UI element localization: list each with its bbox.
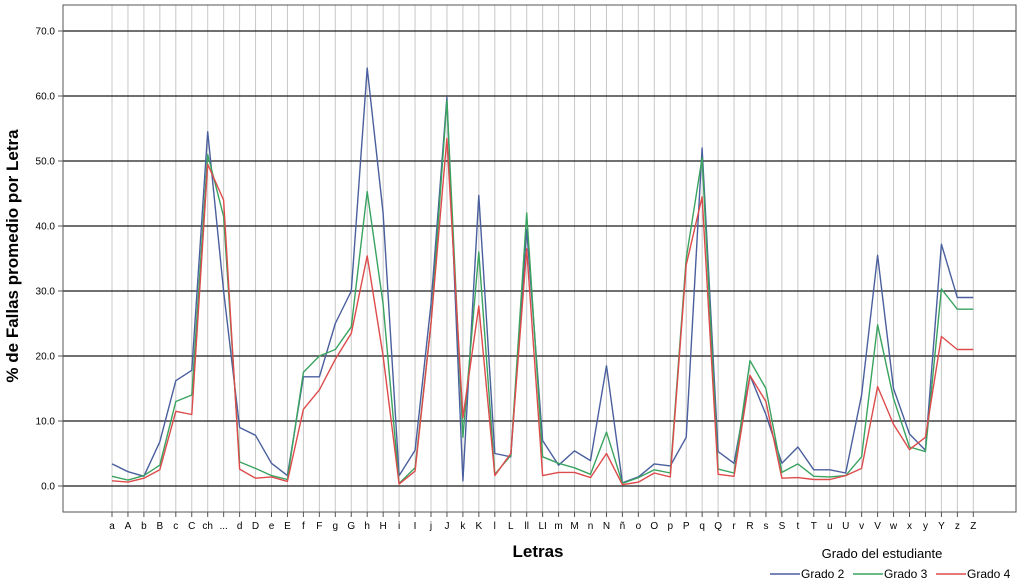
x-tick-label: B	[157, 521, 164, 532]
x-tick-label: u	[827, 521, 833, 532]
x-tick-label: y	[923, 521, 928, 532]
x-tick-label: J	[444, 521, 449, 532]
y-tick-label: 30.0	[36, 287, 56, 298]
y-tick-label: 10.0	[36, 417, 56, 428]
x-tick-label: O	[650, 521, 658, 532]
series-line-grado-3	[111, 99, 974, 485]
legend-label: Grado 3	[884, 567, 928, 581]
x-tick-label: v	[859, 521, 864, 532]
x-tick-label: m	[554, 521, 562, 532]
x-tick-label: ch	[202, 521, 213, 532]
x-tick-label: a	[109, 521, 115, 532]
plot-frame	[62, 4, 1017, 513]
legend: Grado del estudiante Grado 2 Grado 3 Grado…	[770, 546, 1011, 581]
x-tick-label: ...	[219, 521, 227, 532]
x-tick-label: q	[699, 521, 705, 532]
horizontal-gridlines	[63, 30, 1016, 487]
x-tick-label: U	[842, 521, 849, 532]
x-tick-label: ll	[524, 521, 528, 532]
legend-label: Grado 4	[967, 567, 1011, 581]
x-tick-label: w	[889, 521, 898, 532]
x-tick-label: R	[746, 521, 753, 532]
x-tick-label: n	[588, 521, 594, 532]
x-tick-label: M	[570, 521, 578, 532]
x-tick-label: z	[955, 521, 960, 532]
x-tick-label: d	[237, 521, 243, 532]
series-lines	[111, 67, 974, 486]
x-tick-label: S	[779, 521, 786, 532]
x-tick-label: E	[284, 521, 291, 532]
x-tick-label: G	[347, 521, 355, 532]
series-line-grado-2	[111, 67, 974, 484]
x-tick-label: N	[603, 521, 610, 532]
x-tick-label: j	[429, 521, 432, 532]
x-tick-label: K	[476, 521, 483, 532]
x-tick-label: s	[763, 521, 768, 532]
series-line-grado-4	[111, 137, 974, 486]
y-axis-title: % de Fallas promedio por Letra	[3, 129, 22, 383]
y-tick-label: 40.0	[36, 222, 56, 233]
x-tick-label: H	[380, 521, 387, 532]
x-tick-label: C	[188, 521, 195, 532]
x-tick-label: k	[460, 521, 466, 532]
x-tick-label: T	[811, 521, 817, 532]
x-tick-label: Z	[970, 521, 976, 532]
x-axis-title: Letras	[512, 542, 563, 561]
x-tick-label: b	[141, 521, 147, 532]
y-axis-ticks: 0.0 10.0 20.0 30.0 40.0 50.0 60.0 70.0	[36, 27, 63, 493]
x-tick-label: x	[907, 521, 912, 532]
x-tick-label: ñ	[620, 521, 626, 532]
x-tick-label: e	[269, 521, 275, 532]
x-tick-label: L	[508, 521, 514, 532]
x-tick-label: o	[636, 521, 642, 532]
legend-title: Grado del estudiante	[822, 546, 943, 561]
x-tick-label: h	[364, 521, 370, 532]
x-tick-label: g	[333, 521, 339, 532]
x-tick-label: Q	[714, 521, 722, 532]
x-tick-label: p	[667, 521, 673, 532]
x-tick-label: F	[316, 521, 322, 532]
x-tick-label: f	[302, 521, 305, 532]
x-tick-label: V	[874, 521, 881, 532]
y-tick-label: 0.0	[41, 482, 55, 493]
x-tick-label: LI	[538, 521, 546, 532]
y-tick-label: 50.0	[36, 157, 56, 168]
x-tick-label: Y	[938, 521, 945, 532]
x-tick-label: l	[494, 521, 496, 532]
x-tick-label: I	[414, 521, 417, 532]
y-tick-label: 60.0	[36, 92, 56, 103]
y-tick-label: 70.0	[36, 27, 56, 38]
x-tick-label: r	[732, 521, 736, 532]
x-tick-label: P	[683, 521, 690, 532]
x-tick-label: A	[125, 521, 132, 532]
x-tick-label: t	[796, 521, 799, 532]
x-tick-label: c	[173, 521, 178, 532]
legend-label: Grado 2	[801, 567, 845, 581]
x-tick-label: i	[398, 521, 400, 532]
y-tick-label: 20.0	[36, 352, 56, 363]
x-tick-label: D	[252, 521, 259, 532]
